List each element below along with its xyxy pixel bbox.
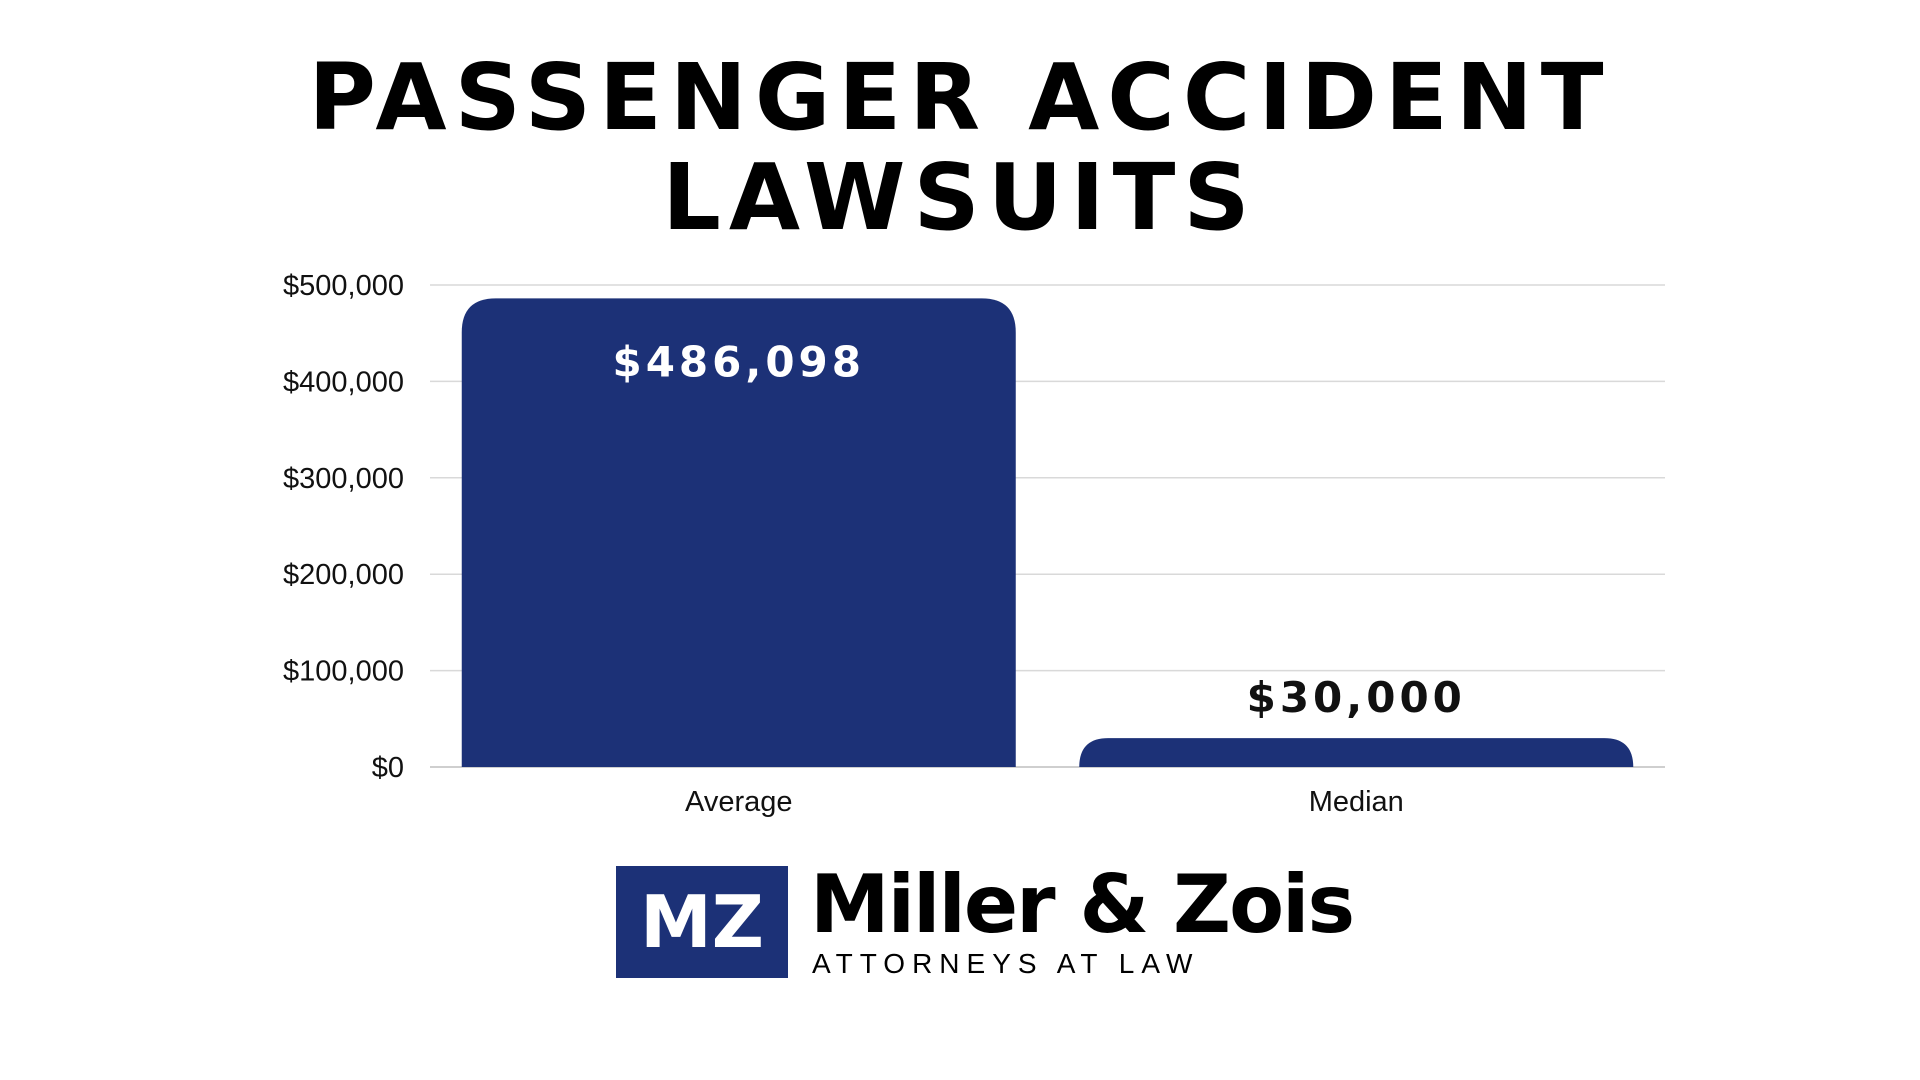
bar-average: [461, 298, 1016, 767]
x-tick-label: Median: [1309, 786, 1404, 818]
bar-median: [1079, 738, 1634, 767]
data-label: $30,000: [1247, 673, 1466, 722]
y-tick-label: $100,000: [283, 656, 404, 688]
data-label: $486,098: [612, 337, 865, 386]
y-tick-label: $400,000: [283, 366, 404, 398]
logo-mark: MZ: [616, 866, 788, 978]
y-tick-label: $300,000: [283, 463, 404, 495]
chart-title-line-2: LAWSUITS: [662, 144, 1258, 251]
logo-firm-name: Miller & Zois: [810, 858, 1355, 951]
firm-logo: MZ Miller & Zois ATTORNEYS AT LAW: [616, 860, 1355, 980]
chart-title: PASSENGER ACCIDENT LAWSUITS: [0, 48, 1920, 248]
x-tick-label: Average: [685, 786, 793, 818]
chart-title-line-1: PASSENGER ACCIDENT: [308, 44, 1612, 151]
logo-subtitle: ATTORNEYS AT LAW: [812, 948, 1200, 979]
y-tick-label: $0: [372, 752, 404, 784]
y-tick-label: $500,000: [283, 270, 404, 302]
y-tick-label: $200,000: [283, 559, 404, 591]
